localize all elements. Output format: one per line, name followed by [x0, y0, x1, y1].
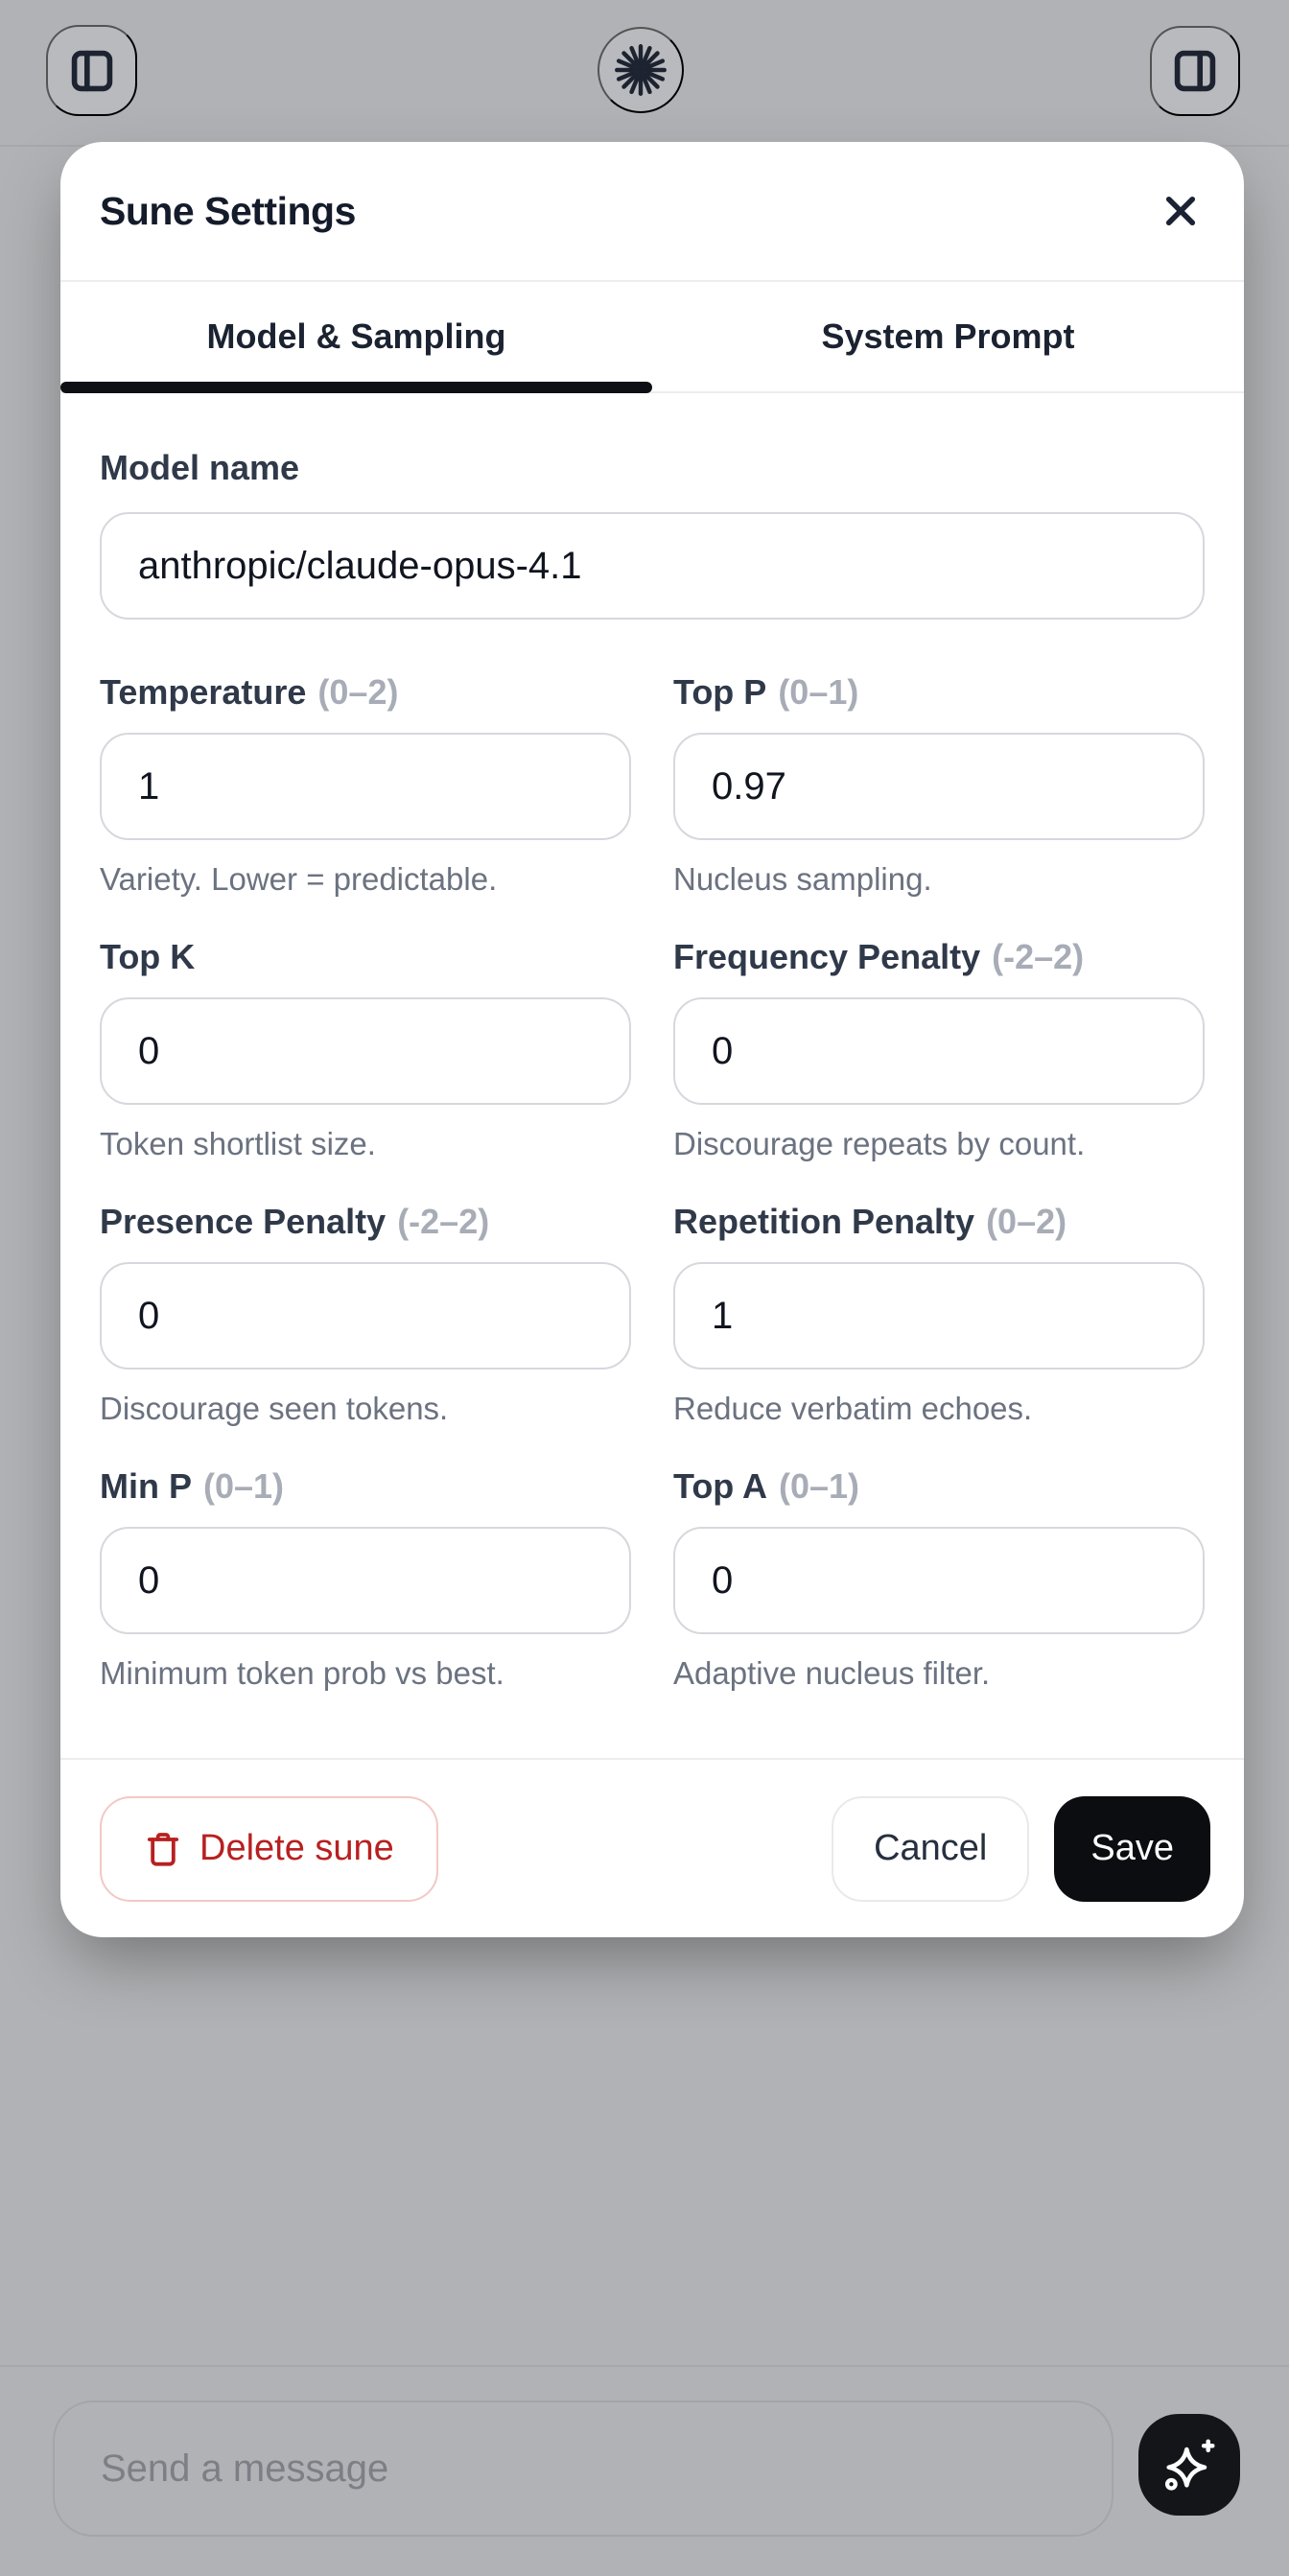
top-p-input[interactable]	[673, 733, 1205, 840]
field-help: Minimum token prob vs best.	[100, 1655, 504, 1691]
field-label-text: Top P	[673, 672, 767, 712]
panel-left-icon	[67, 46, 117, 96]
field-label: Top A (0–1)	[673, 1465, 1205, 1508]
field-label: Temperature (0–2)	[100, 671, 631, 714]
tab-system-prompt[interactable]: System Prompt	[652, 282, 1244, 391]
field-label: Presence Penalty (-2–2)	[100, 1201, 631, 1243]
repetition-penalty-input[interactable]	[673, 1262, 1205, 1370]
presence-penalty-input[interactable]	[100, 1262, 631, 1370]
delete-sune-button[interactable]: Delete sune	[100, 1795, 438, 1902]
field-help: Discourage repeats by count.	[673, 1126, 1086, 1161]
save-button[interactable]: Save	[1054, 1795, 1210, 1902]
field-help: Adaptive nucleus filter.	[673, 1655, 991, 1691]
field-help: Discourage seen tokens.	[100, 1391, 449, 1426]
field-label-text: Presence Penalty	[100, 1202, 387, 1241]
field-label: Min P (0–1)	[100, 1465, 631, 1508]
field-label: Top K	[100, 936, 631, 978]
dialog-title: Sune Settings	[100, 188, 356, 233]
sparkles-icon	[1159, 2434, 1220, 2495]
tab-label: Model & Sampling	[206, 316, 506, 356]
params-grid: Temperature (0–2) Variety. Lower = predi…	[100, 671, 1205, 1730]
min-p-field: Min P (0–1) Minimum token prob vs best.	[100, 1465, 631, 1692]
field-range: (0–1)	[778, 1466, 860, 1506]
top-k-field: Top K Token shortlist size.	[100, 936, 631, 1162]
frequency-penalty-field: Frequency Penalty (-2–2) Discourage repe…	[673, 936, 1205, 1162]
field-range: (0–2)	[317, 672, 399, 712]
model-name-input[interactable]	[100, 512, 1205, 620]
field-label-text: Frequency Penalty	[673, 937, 981, 976]
presence-penalty-field: Presence Penalty (-2–2) Discourage seen …	[100, 1201, 631, 1427]
field-range: (0–1)	[203, 1466, 285, 1506]
top-k-input[interactable]	[100, 997, 631, 1105]
field-range: (-2–2)	[992, 937, 1085, 976]
dialog-body: Model name Temperature (0–2) Variety. Lo…	[60, 393, 1244, 1758]
starburst-icon	[614, 43, 668, 97]
min-p-input[interactable]	[100, 1527, 631, 1634]
dialog-tabs: Model & Sampling System Prompt	[60, 282, 1244, 393]
field-help: Nucleus sampling.	[673, 861, 932, 897]
right-panel-toggle-button[interactable]	[1150, 26, 1240, 116]
field-label: Top P (0–1)	[673, 671, 1205, 714]
field-label: Repetition Penalty (0–2)	[673, 1201, 1205, 1243]
field-label-text: Repetition Penalty	[673, 1202, 975, 1241]
top-a-field: Top A (0–1) Adaptive nucleus filter.	[673, 1465, 1205, 1692]
delete-button-label: Delete sune	[199, 1828, 394, 1868]
message-input[interactable]	[53, 2400, 1113, 2537]
field-help: Reduce verbatim echoes.	[673, 1391, 1033, 1426]
top-p-field: Top P (0–1) Nucleus sampling.	[673, 671, 1205, 898]
field-label-text: Temperature	[100, 672, 307, 712]
frequency-penalty-input[interactable]	[673, 997, 1205, 1105]
field-range: (0–2)	[986, 1202, 1067, 1241]
field-label-text: Min P	[100, 1466, 192, 1506]
cancel-button[interactable]: Cancel	[832, 1795, 1030, 1902]
field-label-text: Top K	[100, 937, 196, 976]
panel-right-icon	[1170, 46, 1220, 96]
temperature-input[interactable]	[100, 733, 631, 840]
temperature-field: Temperature (0–2) Variety. Lower = predi…	[100, 671, 631, 898]
field-range: (-2–2)	[397, 1202, 490, 1241]
close-icon	[1160, 191, 1201, 231]
send-button[interactable]	[1138, 2414, 1240, 2516]
trash-icon	[144, 1830, 182, 1868]
repetition-penalty-field: Repetition Penalty (0–2) Reduce verbatim…	[673, 1201, 1205, 1427]
field-label-text: Model name	[100, 448, 300, 487]
close-button[interactable]	[1152, 182, 1209, 240]
model-name-field: Model name	[100, 447, 1205, 620]
dialog-footer: Delete sune Cancel Save	[60, 1758, 1244, 1937]
active-tab-underline	[60, 382, 652, 393]
chat-bar-divider	[0, 2365, 1289, 2367]
field-range: (0–1)	[778, 672, 859, 712]
model-name-label: Model name	[100, 447, 1205, 489]
field-help: Token shortlist size.	[100, 1126, 376, 1161]
sidebar-toggle-button[interactable]	[46, 25, 137, 116]
app-logo-button[interactable]	[598, 27, 684, 113]
top-a-input[interactable]	[673, 1527, 1205, 1634]
tab-label: System Prompt	[821, 316, 1075, 356]
field-label: Frequency Penalty (-2–2)	[673, 936, 1205, 978]
dialog-header: Sune Settings	[60, 142, 1244, 282]
tab-model-sampling[interactable]: Model & Sampling	[60, 282, 652, 393]
field-label-text: Top A	[673, 1466, 767, 1506]
sune-settings-dialog: Sune Settings Model & Sampling System Pr…	[60, 142, 1244, 1937]
field-help: Variety. Lower = predictable.	[100, 861, 498, 897]
